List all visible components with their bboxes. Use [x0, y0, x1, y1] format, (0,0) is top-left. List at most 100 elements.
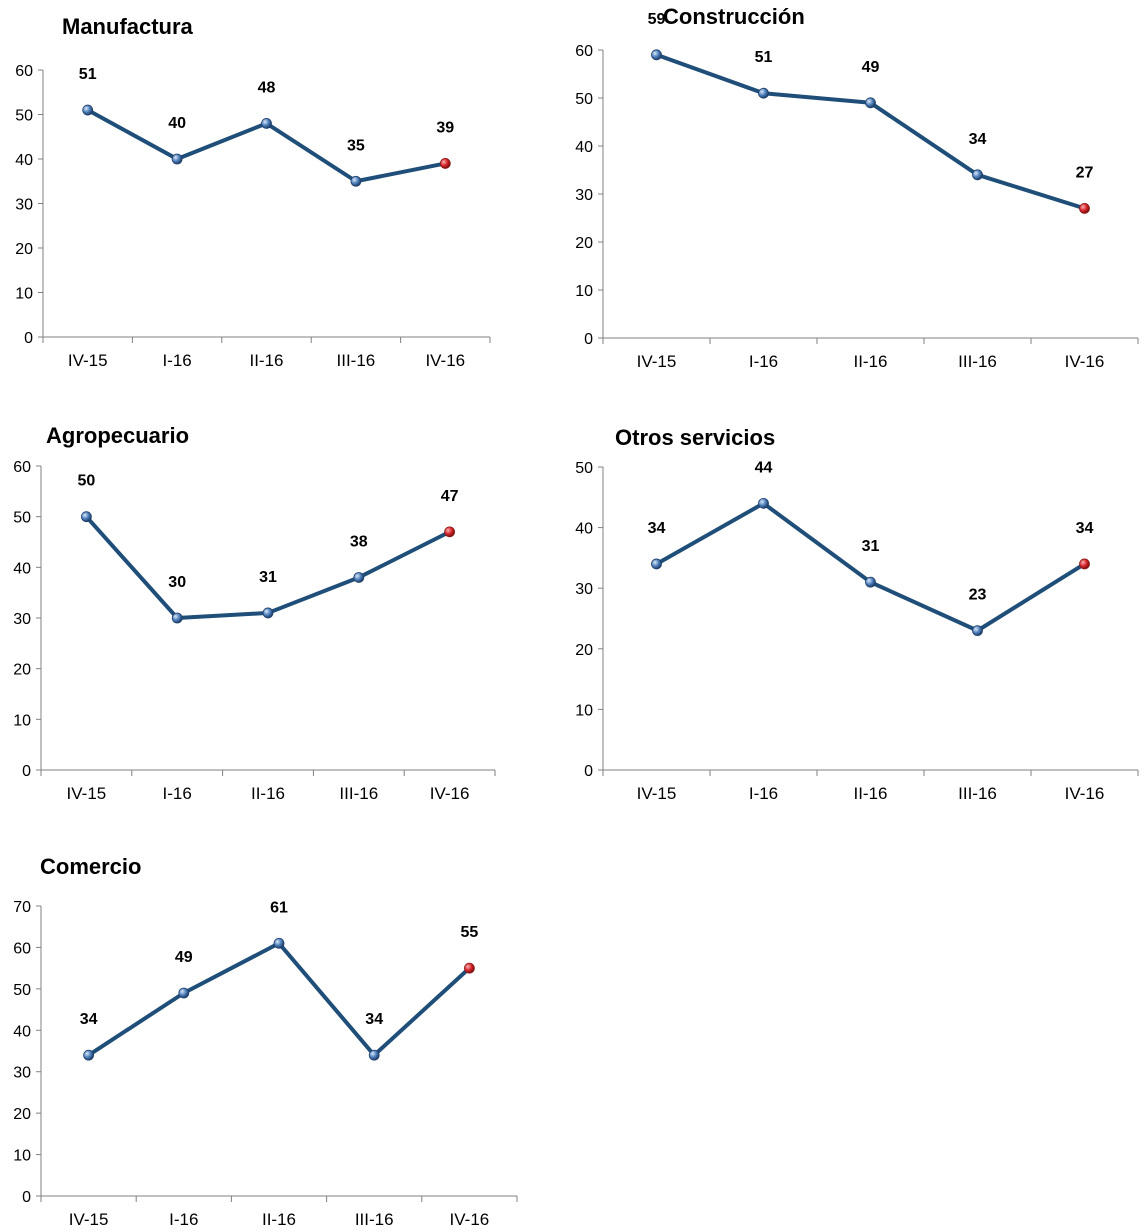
y-tick-label: 50 — [15, 108, 33, 125]
chart-2: Agropecuario 0 10 20 30 40 50 60 IV-15 I-16 II-16 I… — [13, 423, 496, 803]
x-tick-label: II-16 — [853, 784, 887, 803]
series-line — [654, 501, 1087, 633]
data-label: 51 — [755, 49, 773, 66]
data-point — [178, 987, 190, 999]
data-label: 61 — [270, 899, 288, 916]
data-label: 47 — [441, 488, 459, 505]
y-tick-label: 30 — [15, 197, 33, 214]
chart-4: Comercio 0 10 20 30 40 50 60 70 IV-15 I-16 II-16 III… — [13, 854, 518, 1229]
x-tick-label: IV-16 — [450, 1210, 490, 1229]
x-tick-label: IV-15 — [67, 784, 107, 803]
chart-title: Construcción — [663, 4, 805, 29]
x-tick-label: I-16 — [169, 1210, 198, 1229]
x-tick-label: II-16 — [262, 1210, 296, 1229]
data-label: 51 — [79, 66, 97, 83]
chart-title: Agropecuario — [46, 423, 189, 448]
chart-title: Manufactura — [62, 14, 194, 39]
series-line — [654, 52, 1087, 211]
data-point — [81, 511, 92, 523]
y-tick-label: 40 — [15, 152, 33, 169]
y-tick-label: 20 — [575, 642, 593, 659]
y-tick-label: 50 — [575, 460, 593, 477]
y-tick-label: 40 — [575, 139, 593, 156]
data-label: 59 — [648, 11, 666, 28]
series-line — [86, 941, 472, 1058]
data-label: 34 — [80, 1011, 98, 1028]
data-label: 55 — [461, 924, 479, 941]
data-point — [368, 1049, 380, 1061]
y-tick-label: 0 — [22, 1189, 31, 1206]
y-tick-label: 40 — [575, 521, 593, 538]
y-tick-label: 10 — [575, 283, 593, 300]
data-label: 50 — [78, 473, 96, 490]
x-tick-label: I-16 — [163, 784, 192, 803]
chart-3: Otros servicios 0 10 20 30 40 50 IV-15 I-16 II-16… — [575, 425, 1139, 803]
y-tick-label: 60 — [15, 63, 33, 80]
chart-title: Otros servicios — [615, 425, 775, 450]
data-label: 35 — [347, 137, 365, 154]
y-tick-label: 10 — [15, 286, 33, 303]
y-tick-label: 20 — [575, 235, 593, 252]
x-tick-label: IV-15 — [637, 352, 677, 371]
data-point — [82, 104, 94, 116]
x-tick-label: II-16 — [249, 351, 283, 370]
data-label: 34 — [648, 520, 666, 537]
chart-0: Manufactura 0 10 20 30 40 50 60 IV-15 I-16 II-16 II… — [15, 14, 491, 370]
x-tick-label: IV-16 — [430, 784, 470, 803]
y-tick-label: 30 — [13, 1065, 31, 1082]
y-tick-label: 30 — [575, 187, 593, 204]
y-tick-label: 30 — [13, 611, 31, 628]
data-point — [273, 937, 285, 949]
data-label: 27 — [1076, 164, 1094, 181]
data-point — [758, 87, 769, 99]
y-tick-label: 50 — [13, 982, 31, 999]
chart-1: Construcción 0 10 20 30 40 50 60 IV-15 I-16 II-16 I… — [575, 4, 1139, 371]
chart-title: Comercio — [40, 854, 141, 879]
y-tick-label: 20 — [13, 662, 31, 679]
x-tick-label: III-16 — [958, 352, 997, 371]
y-tick-label: 0 — [584, 763, 593, 780]
y-tick-label: 0 — [22, 763, 31, 780]
data-point — [972, 625, 983, 637]
data-label: 34 — [1076, 520, 1094, 537]
data-label: 38 — [350, 533, 368, 550]
data-point-highlighted — [439, 158, 451, 169]
data-point — [171, 612, 183, 624]
y-tick-label: 50 — [13, 510, 31, 527]
data-point — [865, 97, 876, 109]
data-point — [261, 118, 272, 129]
y-tick-label: 10 — [13, 1148, 31, 1165]
y-tick-label: 50 — [575, 91, 593, 108]
x-tick-label: III-16 — [339, 784, 378, 803]
data-point — [972, 169, 983, 181]
y-tick-label: 40 — [13, 1023, 31, 1040]
x-tick-label: I-16 — [749, 352, 778, 371]
data-label: 44 — [755, 459, 773, 476]
data-point-highlighted — [1079, 202, 1090, 214]
x-tick-label: IV-16 — [1065, 784, 1105, 803]
data-point-highlighted — [1079, 558, 1090, 570]
y-tick-label: 40 — [13, 560, 31, 577]
data-point — [758, 497, 769, 509]
data-label: 48 — [258, 79, 276, 96]
y-tick-label: 10 — [13, 712, 31, 729]
x-tick-label: IV-15 — [68, 351, 108, 370]
x-tick-label: II-16 — [853, 352, 887, 371]
y-tick-label: 60 — [13, 940, 31, 957]
y-tick-label: 30 — [575, 581, 593, 598]
y-tick-label: 60 — [575, 43, 593, 60]
data-label: 23 — [969, 587, 987, 604]
x-tick-label: I-16 — [162, 351, 191, 370]
x-tick-label: III-16 — [355, 1210, 394, 1229]
data-label: 31 — [259, 569, 277, 586]
data-point-highlighted — [463, 962, 475, 974]
y-tick-label: 20 — [15, 241, 33, 258]
x-tick-label: I-16 — [749, 784, 778, 803]
data-point — [353, 572, 365, 583]
data-label: 34 — [365, 1011, 383, 1028]
x-tick-label: IV-16 — [425, 351, 465, 370]
series-line — [84, 514, 452, 620]
data-point — [262, 607, 274, 619]
x-tick-label: III-16 — [958, 784, 997, 803]
